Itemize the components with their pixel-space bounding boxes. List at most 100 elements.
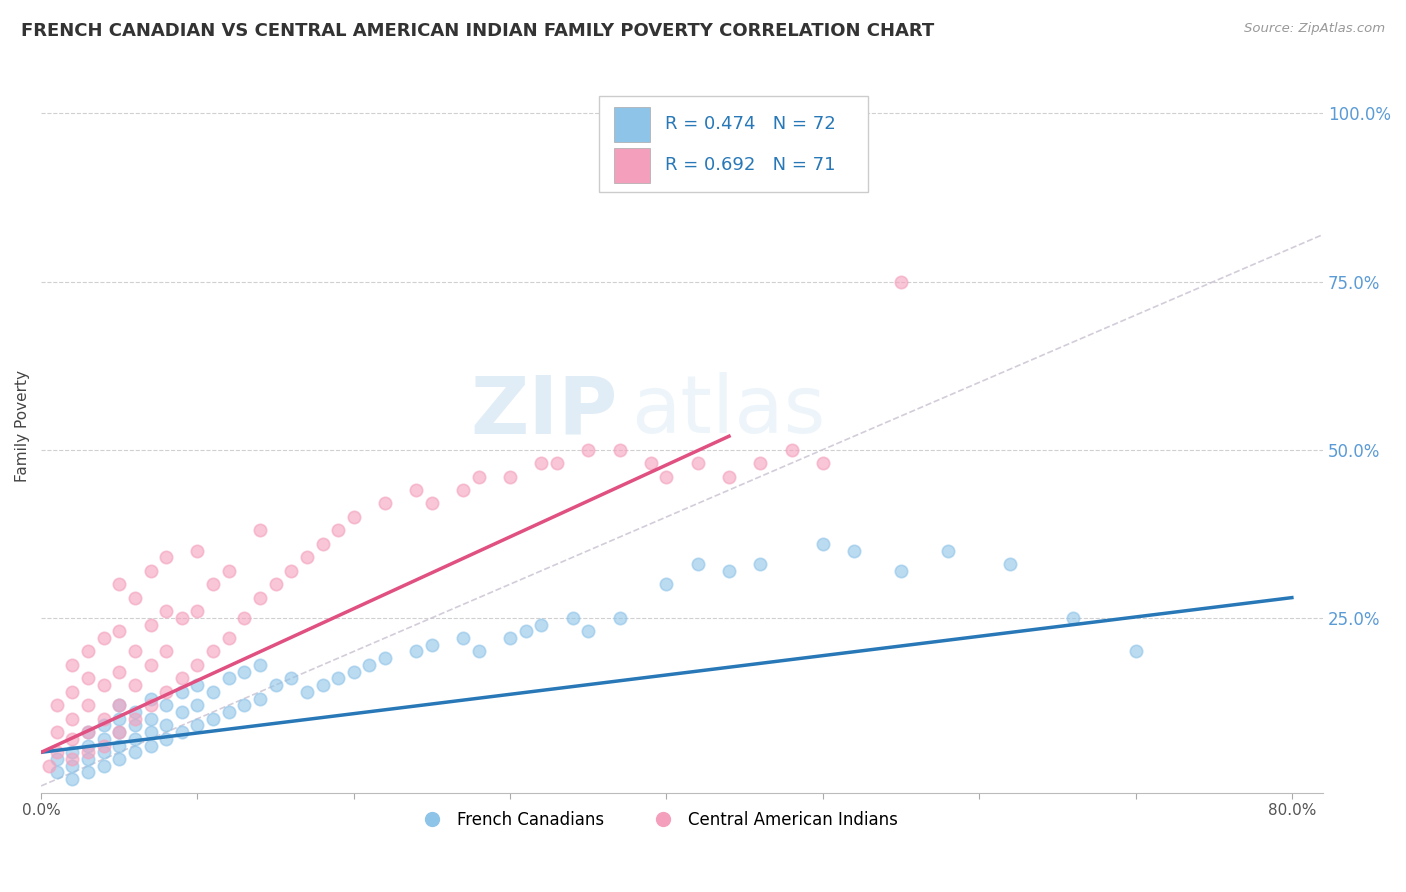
Point xyxy=(811,456,834,470)
Point xyxy=(842,543,865,558)
Point xyxy=(780,442,803,457)
Point xyxy=(108,665,131,679)
Point xyxy=(186,604,208,618)
Point xyxy=(77,671,100,685)
Point xyxy=(60,772,83,787)
Point xyxy=(202,685,225,699)
Point xyxy=(60,745,83,759)
Point xyxy=(124,705,146,719)
Point xyxy=(186,698,208,713)
Point xyxy=(328,671,350,685)
FancyBboxPatch shape xyxy=(614,106,650,142)
Y-axis label: Family Poverty: Family Poverty xyxy=(15,370,30,483)
Point xyxy=(170,725,193,739)
Point xyxy=(124,745,146,759)
Point xyxy=(202,644,225,658)
Point xyxy=(249,591,271,605)
Point xyxy=(139,725,162,739)
Point xyxy=(202,712,225,726)
Point xyxy=(374,651,396,665)
Point xyxy=(155,698,177,713)
Point xyxy=(811,537,834,551)
Point xyxy=(45,725,67,739)
Point xyxy=(343,510,366,524)
Point xyxy=(155,731,177,746)
Point xyxy=(609,442,631,457)
Point xyxy=(530,456,553,470)
Point xyxy=(170,671,193,685)
Point xyxy=(249,524,271,538)
Point xyxy=(405,483,427,497)
Point xyxy=(218,631,240,645)
Point xyxy=(249,691,271,706)
Point xyxy=(264,577,287,591)
Point xyxy=(328,524,350,538)
Text: atlas: atlas xyxy=(631,373,825,450)
Point xyxy=(45,765,67,780)
Point xyxy=(561,611,583,625)
Point xyxy=(60,752,83,766)
Point xyxy=(77,644,100,658)
Point xyxy=(108,725,131,739)
Point xyxy=(77,745,100,759)
Point xyxy=(77,698,100,713)
Point xyxy=(530,617,553,632)
Point xyxy=(170,611,193,625)
Point xyxy=(93,712,115,726)
Point xyxy=(499,469,522,483)
Point xyxy=(45,745,67,759)
Text: R = 0.692   N = 71: R = 0.692 N = 71 xyxy=(665,156,837,174)
Point xyxy=(280,564,302,578)
Point xyxy=(749,557,772,571)
Point xyxy=(640,456,662,470)
Point xyxy=(124,591,146,605)
Point xyxy=(60,731,83,746)
Point xyxy=(468,644,491,658)
Point xyxy=(280,671,302,685)
Point xyxy=(139,564,162,578)
Point xyxy=(451,483,474,497)
Point xyxy=(546,456,568,470)
Point xyxy=(108,739,131,753)
Point xyxy=(186,718,208,732)
Point xyxy=(295,550,318,565)
Point xyxy=(170,705,193,719)
Point xyxy=(108,752,131,766)
Point xyxy=(77,765,100,780)
Point xyxy=(155,604,177,618)
Point xyxy=(405,644,427,658)
Point xyxy=(295,685,318,699)
Point xyxy=(686,456,709,470)
Legend: French Canadians, Central American Indians: French Canadians, Central American India… xyxy=(409,805,904,836)
Point xyxy=(264,678,287,692)
Point xyxy=(93,739,115,753)
Point xyxy=(93,718,115,732)
Text: FRENCH CANADIAN VS CENTRAL AMERICAN INDIAN FAMILY POVERTY CORRELATION CHART: FRENCH CANADIAN VS CENTRAL AMERICAN INDI… xyxy=(21,22,935,40)
Point xyxy=(60,712,83,726)
Point xyxy=(60,758,83,772)
Point xyxy=(655,469,678,483)
Point xyxy=(38,758,60,772)
Point xyxy=(515,624,537,639)
Point xyxy=(451,631,474,645)
Point xyxy=(202,577,225,591)
Point xyxy=(93,631,115,645)
Point xyxy=(124,678,146,692)
Point xyxy=(218,564,240,578)
Point xyxy=(655,577,678,591)
Point xyxy=(93,731,115,746)
Point xyxy=(124,644,146,658)
Point xyxy=(60,657,83,672)
Point xyxy=(45,752,67,766)
FancyBboxPatch shape xyxy=(614,147,650,183)
Point xyxy=(576,624,599,639)
Point xyxy=(108,725,131,739)
Point xyxy=(45,698,67,713)
Point xyxy=(359,657,381,672)
Point xyxy=(609,611,631,625)
Point xyxy=(77,725,100,739)
Point xyxy=(576,442,599,457)
Text: Source: ZipAtlas.com: Source: ZipAtlas.com xyxy=(1244,22,1385,36)
Point xyxy=(218,671,240,685)
Point xyxy=(233,698,256,713)
